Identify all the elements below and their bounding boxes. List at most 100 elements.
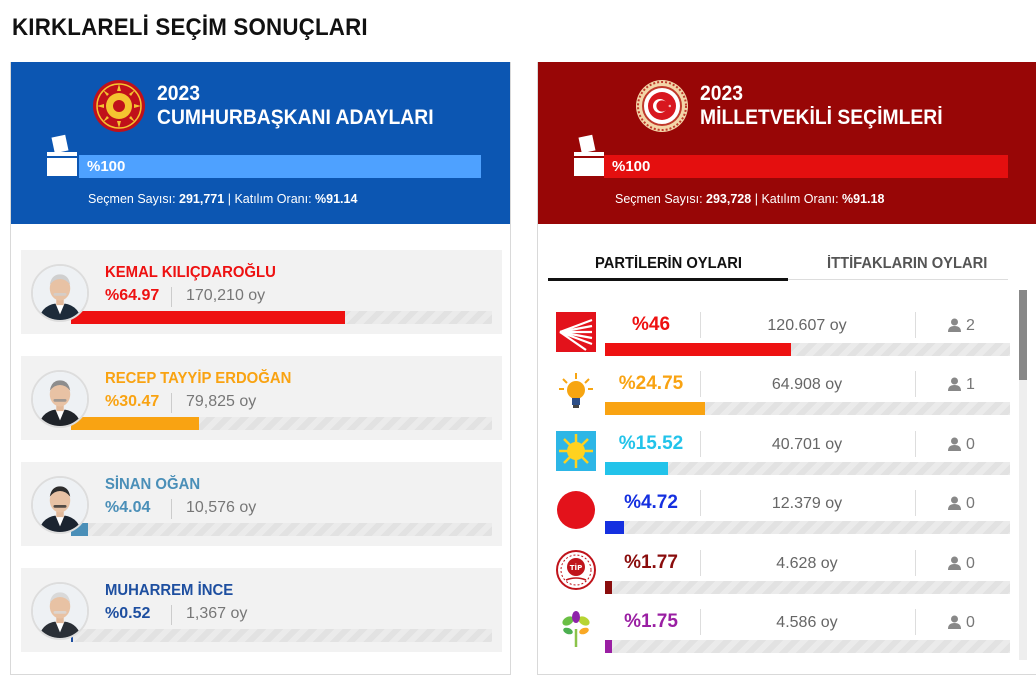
voters-value: 293,728 [706,192,752,206]
party-percent: %4.72 [624,492,678,514]
party-seats: 0 [948,436,975,454]
yesil-sol-logo-icon [556,609,596,649]
party-row[interactable]: %15.52 40.701 oy 0 [548,430,1010,490]
parliament-progress-bar: %100 [604,155,1008,178]
separator [171,287,172,307]
ballot-box-icon [47,134,77,176]
separator [915,430,916,457]
candidate-row[interactable]: KEMAL KILIÇDAROĞLU %64.97 170,210 oy [21,250,502,334]
party-bar-fill [605,580,613,594]
scrollbar-thumb[interactable] [1019,290,1027,380]
party-percent: %1.77 [624,551,678,573]
party-bar-track [605,461,1010,475]
party-seat-count: 0 [966,495,975,513]
presidential-seal-icon [93,80,145,132]
party-percent: %15.52 [618,432,684,454]
party-votes: 4.628 oy [776,554,838,572]
separator [915,609,916,635]
candidate-votes: 170,210 oy [186,287,266,304]
seat-person-icon [948,377,961,392]
candidate-votes: 1,367 oy [186,605,248,622]
seat-person-icon [948,615,961,629]
party-seat-count: 0 [966,554,975,572]
tab-alliance-votes[interactable]: İTTİFAKLARIN OYLARI [827,255,988,272]
presidential-year: 2023 [157,82,200,105]
parliament-stats: Seçmen Sayısı: 293,728 | Katılım Oranı: … [615,192,885,206]
candidate-bar-track [71,523,492,536]
candidate-name: RECEP TAYYİP ERDOĞAN [105,370,292,387]
party-row[interactable]: %46 120.607 oy 2 [548,312,1010,371]
parliament-seal-icon [636,80,688,132]
party-row[interactable]: %4.72 12.379 oy 0 [548,490,1010,549]
party-list-scrollbar[interactable] [1019,290,1027,660]
mhp-logo-icon [556,490,596,530]
parliament-header: 2023 MİLLETVEKİLİ SEÇİMLERİ %100 Seçmen … [538,62,1036,224]
party-row[interactable]: %1.75 4.586 oy 0 [548,609,1010,668]
candidate-percent: %64.97 [105,287,160,304]
candidate-name: MUHARREM İNCE [105,582,234,599]
separator [171,393,172,413]
ballot-box-icon [574,134,604,176]
voters-label: Seçmen Sayısı: [88,192,176,206]
turnout-label: Katılım Oranı: [761,192,839,206]
party-bar-track [605,402,1010,416]
separator [171,605,172,625]
candidate-bar-track [71,311,492,324]
party-bar-fill [605,521,625,535]
party-bar-track [605,343,1010,356]
party-seats: 0 [948,555,975,573]
candidate-name: KEMAL KILIÇDAROĞLU [105,264,276,281]
party-seats: 0 [948,495,975,513]
candidate-percent: %4.04 [105,499,151,516]
active-tab-indicator [548,278,788,281]
page-title: KIRKLARELİ SEÇİM SONUÇLARI [12,14,368,41]
candidate-votes: 79,825 oy [186,393,257,410]
separator [915,549,916,576]
presidential-header: 2023 CUMHURBAŞKANI ADAYLARI %100 Seçmen … [11,62,510,224]
tip-logo-icon: TİP [556,549,596,590]
party-row[interactable]: %24.75 64.908 oy 1 [548,371,1010,430]
seat-person-icon [948,496,961,511]
party-row[interactable]: TİP %1.77 4.628 oy 0 [548,549,1010,609]
tab-divider [788,279,1008,280]
separator [915,490,916,517]
party-percent: %46 [631,314,671,335]
party-votes: 64.908 oy [771,376,843,394]
separator [700,312,701,338]
separator [700,609,701,635]
candidate-bar-fill [71,417,200,430]
candidate-bar-fill [71,311,345,324]
party-seat-count: 2 [966,317,975,334]
candidate-photo-icon [31,476,89,534]
separator [915,371,916,398]
candidate-bar-track [71,629,492,642]
party-seat-count: 0 [966,614,975,631]
party-bar-track [605,640,1010,653]
voters-label: Seçmen Sayısı: [615,192,703,206]
candidate-row[interactable]: MUHARREM İNCE %0.52 1,367 oy [21,568,502,652]
parliament-year: 2023 [700,82,743,105]
party-percent: %24.75 [618,373,684,395]
candidate-row[interactable]: RECEP TAYYİP ERDOĞAN %30.47 79,825 oy [21,356,502,440]
candidate-percent: %0.52 [105,605,151,622]
party-percent: %1.75 [624,611,678,632]
candidate-photo-icon [31,264,89,322]
candidate-row[interactable]: SİNAN OĞAN %4.04 10,576 oy [21,462,502,546]
parliament-progress-label: %100 [612,158,651,175]
party-votes: 120.607 oy [767,317,847,334]
parliament-progress-fill [604,155,1008,178]
presidential-progress-bar: %100 [79,155,481,178]
seat-person-icon [948,556,961,570]
voters-value: 291,771 [179,192,225,206]
tab-party-votes[interactable]: PARTİLERİN OYLARI [595,255,742,272]
party-bar-fill [605,402,706,416]
party-seats: 2 [948,317,975,335]
candidate-votes: 10,576 oy [186,499,257,516]
party-bar-track [605,580,1010,594]
separator [700,490,701,517]
party-votes: 12.379 oy [771,495,843,513]
candidate-bar-track [71,417,492,430]
presidential-stats: Seçmen Sayısı: 291,771 | Katılım Oranı: … [88,192,358,206]
seat-person-icon [948,318,961,332]
party-votes: 4.586 oy [776,614,838,631]
